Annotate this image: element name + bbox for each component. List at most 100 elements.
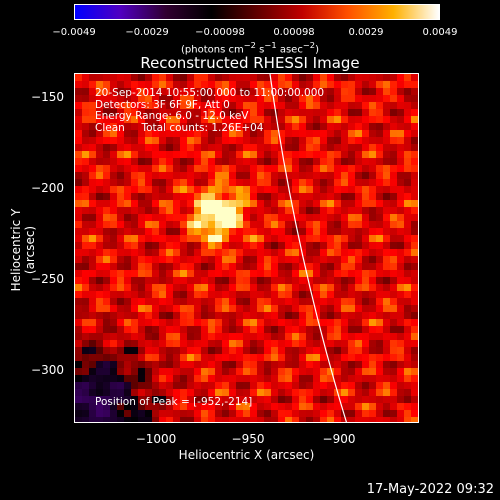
map-pixel — [334, 403, 342, 411]
map-pixel — [320, 389, 328, 397]
map-pixel — [390, 109, 398, 117]
map-pixel — [96, 417, 104, 422]
map-pixel — [229, 319, 237, 327]
map-pixel — [229, 102, 237, 110]
map-pixel — [334, 312, 342, 320]
map-pixel — [208, 396, 216, 404]
map-pixel — [397, 235, 405, 243]
map-pixel — [145, 74, 153, 82]
map-pixel — [96, 137, 104, 145]
map-pixel — [229, 305, 237, 313]
map-pixel — [215, 284, 223, 292]
map-pixel — [89, 277, 97, 285]
map-pixel — [264, 235, 272, 243]
map-pixel — [264, 137, 272, 145]
map-pixel — [222, 165, 230, 173]
map-pixel — [327, 298, 335, 306]
map-pixel — [362, 396, 370, 404]
map-pixel — [404, 123, 412, 131]
map-pixel — [131, 172, 139, 180]
map-pixel — [271, 165, 279, 173]
map-pixel — [250, 403, 258, 411]
map-pixel — [383, 235, 391, 243]
map-pixel — [264, 291, 272, 299]
map-pixel — [369, 151, 377, 159]
map-pixel — [145, 186, 153, 194]
map-pixel — [369, 382, 377, 390]
map-pixel — [222, 305, 230, 313]
map-pixel — [145, 319, 153, 327]
map-pixel — [299, 158, 307, 166]
map-pixel — [404, 144, 412, 152]
map-pixel — [103, 193, 111, 201]
map-pixel — [103, 151, 111, 159]
map-pixel — [194, 298, 202, 306]
map-pixel — [187, 403, 195, 411]
map-pixel — [82, 389, 90, 397]
map-pixel — [341, 361, 349, 369]
map-pixel — [299, 354, 307, 362]
map-pixel — [341, 277, 349, 285]
map-pixel — [187, 242, 195, 250]
map-pixel — [236, 326, 244, 334]
map-pixel — [110, 130, 118, 138]
map-pixel — [159, 95, 167, 103]
map-pixel — [313, 333, 321, 341]
map-pixel — [145, 410, 153, 418]
map-pixel — [159, 347, 167, 355]
map-pixel — [320, 144, 328, 152]
map-pixel — [82, 116, 90, 124]
map-pixel — [418, 130, 419, 138]
map-pixel — [117, 144, 125, 152]
map-pixel — [362, 221, 370, 229]
map-pixel — [180, 361, 188, 369]
map-pixel — [313, 242, 321, 250]
map-pixel — [404, 368, 412, 376]
map-pixel — [89, 382, 97, 390]
map-pixel — [369, 221, 377, 229]
map-pixel — [166, 389, 174, 397]
map-pixel — [194, 144, 202, 152]
map-pixel — [376, 263, 384, 271]
map-pixel — [124, 263, 132, 271]
map-pixel — [390, 228, 398, 236]
map-pixel — [285, 207, 293, 215]
map-pixel — [222, 347, 230, 355]
map-pixel — [264, 389, 272, 397]
map-pixel — [159, 417, 167, 422]
map-pixel — [194, 221, 202, 229]
map-pixel — [306, 179, 314, 187]
map-pixel — [383, 186, 391, 194]
map-pixel — [299, 137, 307, 145]
map-pixel — [376, 88, 384, 96]
map-pixel — [341, 340, 349, 348]
map-pixel — [306, 158, 314, 166]
map-pixel — [222, 368, 230, 376]
x-tick-label: −1000 — [135, 432, 177, 446]
map-pixel — [264, 200, 272, 208]
map-pixel — [271, 263, 279, 271]
map-pixel — [313, 396, 321, 404]
map-pixel — [138, 361, 146, 369]
map-pixel — [250, 144, 258, 152]
map-pixel — [411, 165, 418, 173]
map-pixel — [390, 256, 398, 264]
map-pixel — [124, 74, 132, 82]
map-pixel — [418, 95, 419, 103]
map-pixel — [103, 354, 111, 362]
map-pixel — [285, 221, 293, 229]
map-pixel — [110, 228, 118, 236]
map-pixel — [173, 291, 181, 299]
map-pixel — [215, 179, 223, 187]
map-pixel — [376, 235, 384, 243]
map-pixel — [124, 151, 132, 159]
map-pixel — [306, 165, 314, 173]
map-pixel — [383, 214, 391, 222]
map-pixel — [131, 263, 139, 271]
map-pixel — [243, 340, 251, 348]
map-pixel — [236, 214, 244, 222]
map-pixel — [355, 298, 363, 306]
map-pixel — [320, 270, 328, 278]
map-pixel — [264, 130, 272, 138]
map-pixel — [138, 144, 146, 152]
